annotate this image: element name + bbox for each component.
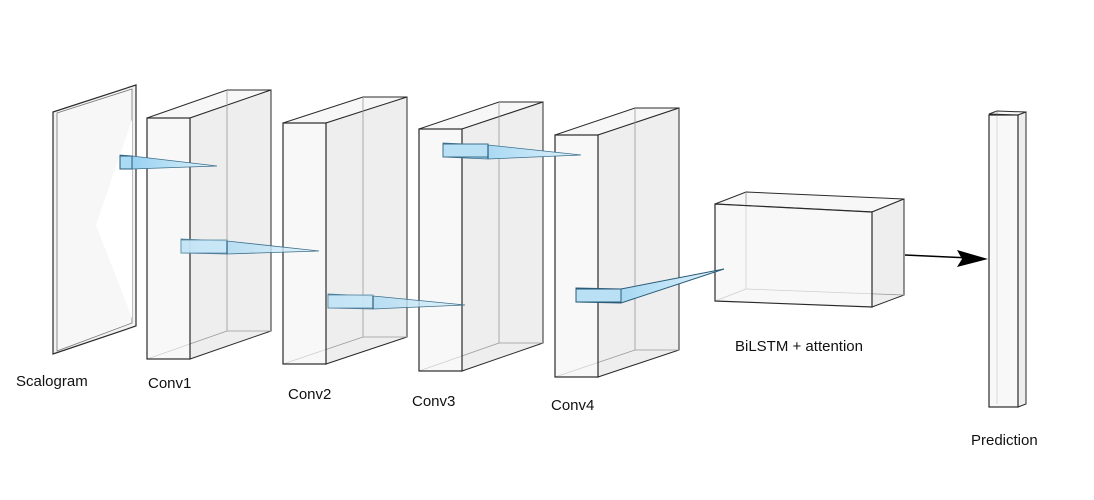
kernel-conv3-to-conv4 bbox=[442, 142, 582, 160]
label-conv4: Conv4 bbox=[551, 397, 595, 414]
label-conv2: Conv2 bbox=[288, 386, 332, 403]
conv3-block bbox=[418, 101, 544, 372]
kernel-conv4-to-bilstm bbox=[575, 268, 725, 304]
kernel-conv2-to-conv3 bbox=[327, 293, 466, 310]
bilstm-block bbox=[714, 191, 905, 308]
label-conv3: Conv3 bbox=[412, 393, 456, 410]
kernel-conv1-to-conv2 bbox=[180, 238, 320, 255]
label-bilstm: BiLSTM + attention bbox=[735, 338, 863, 355]
label-conv1: Conv1 bbox=[148, 375, 192, 392]
prediction-bar bbox=[988, 110, 1027, 408]
conv2-block bbox=[282, 96, 408, 365]
label-scalogram: Scalogram bbox=[16, 373, 88, 390]
label-prediction: Prediction bbox=[971, 432, 1038, 449]
scalogram-slab bbox=[52, 84, 137, 355]
output-arrow bbox=[904, 250, 988, 267]
conv1-block bbox=[146, 89, 272, 360]
kernel-scalogram-to-conv1 bbox=[119, 154, 218, 170]
conv4-block bbox=[554, 107, 680, 378]
